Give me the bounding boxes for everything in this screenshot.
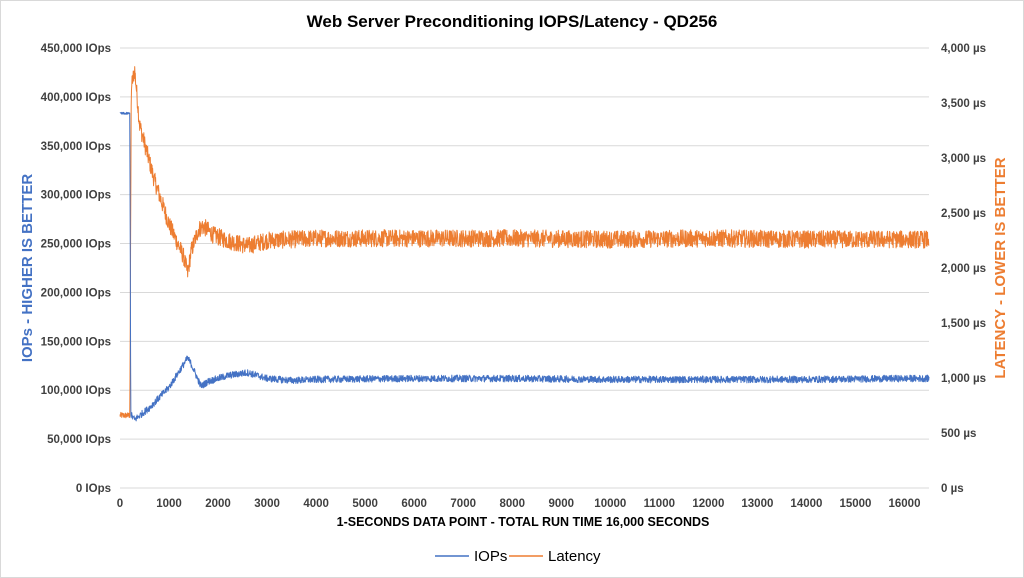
y-left-tick-label: 400,000 IOps [41,92,111,104]
series-line-latency [119,66,930,419]
chart-title: Web Server Preconditioning IOPS/Latency … [307,12,718,31]
y-left-tick-label: 350,000 IOps [41,141,111,153]
y-left-tick-label: 250,000 IOps [41,239,111,251]
x-tick-label: 12000 [692,498,724,510]
y-right-tick-label: 4,000 µs [941,43,986,55]
y-right-tick-label: 1,000 µs [941,373,986,385]
x-tick-label: 9000 [548,498,574,510]
y-left-ticks: 0 IOps 50,000 IOps 100,000 IOps 150,000 IOp… [41,43,111,495]
x-tick-label: 5000 [352,498,378,510]
y-right-axis-label: LATENCY - LOWER IS BETTER [992,157,1009,378]
y-left-tick-label: 300,000 IOps [41,190,111,202]
x-tick-label: 10000 [594,498,626,510]
x-tick-label: 13000 [741,498,773,510]
y-left-tick-label: 450,000 IOps [41,43,111,55]
x-tick-label: 6000 [401,498,427,510]
series-line-iops [119,111,930,422]
y-left-axis-label: IOPs - HIGHER IS BETTER [19,174,36,363]
legend: IOPs Latency [435,548,601,565]
y-left-tick-label: 150,000 IOps [41,336,111,348]
x-tick-label: 8000 [499,498,525,510]
x-tick-label: 7000 [450,498,476,510]
x-tick-label: 14000 [790,498,822,510]
legend-label-latency: Latency [548,548,601,565]
y-right-tick-label: 2,500 µs [941,208,986,220]
x-tick-label: 11000 [644,498,675,510]
y-left-tick-label: 50,000 IOps [47,434,111,446]
y-left-tick-label: 100,000 IOps [41,385,111,397]
y-right-tick-label: 500 µs [941,428,976,440]
x-tick-label: 2000 [205,498,231,510]
x-tick-label: 4000 [303,498,329,510]
y-left-tick-label: 0 IOps [76,483,111,495]
x-tick-label: 3000 [254,498,280,510]
x-tick-label: 16000 [888,498,920,510]
x-axis-label: 1-SECONDS DATA POINT - TOTAL RUN TIME 16… [337,515,710,529]
y-right-tick-label: 3,500 µs [941,98,986,110]
y-right-ticks: 0 µs 500 µs 1,000 µs 1,500 µs 2,000 µs 2,500 … [941,43,986,495]
x-ticks: 0 1000 2000 3000 4000 5000 6000 7000 8000 9000 100… [117,498,921,510]
y-right-tick-label: 2,000 µs [941,263,986,275]
x-tick-label: 15000 [839,498,871,510]
series-group [119,66,930,422]
y-right-tick-label: 3,000 µs [941,153,986,165]
y-right-tick-label: 1,500 µs [941,318,986,330]
gridlines [120,47,929,489]
x-tick-label: 0 [117,498,123,510]
y-right-tick-label: 0 µs [941,483,964,495]
x-tick-label: 1000 [156,498,182,510]
y-left-tick-label: 200,000 IOps [41,287,111,299]
legend-label-iops: IOPs [474,548,507,565]
